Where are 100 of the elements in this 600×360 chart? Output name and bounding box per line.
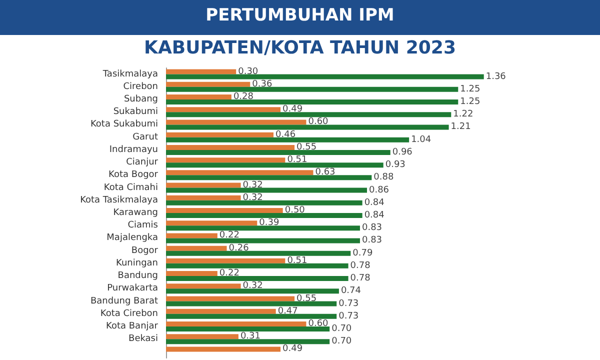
bar <box>166 182 241 188</box>
bar <box>166 326 330 332</box>
bar <box>166 208 283 213</box>
data-label: 0.86 <box>369 185 390 196</box>
bar <box>166 233 218 238</box>
y-tick-label: Purwakarta <box>107 284 158 294</box>
y-tick-label: Bandung <box>118 271 158 282</box>
data-label: 0.39 <box>259 218 280 228</box>
data-label: 1.25 <box>460 84 480 94</box>
bar <box>166 296 295 302</box>
data-label: 0.88 <box>374 172 394 183</box>
bar <box>166 334 238 340</box>
data-label: 0.93 <box>385 160 406 170</box>
y-tick-label: Kota Sukabumi <box>90 120 158 130</box>
bar <box>166 301 337 306</box>
y-tick-label: Subang <box>124 94 158 105</box>
data-label: 0.83 <box>362 223 382 234</box>
bar <box>166 107 281 112</box>
y-tick-label: Cirebon <box>123 82 158 92</box>
bar <box>166 94 232 100</box>
data-label: 0.28 <box>233 92 254 102</box>
data-label: 0.36 <box>252 79 272 90</box>
data-label: 0.73 <box>338 311 359 322</box>
data-label: 1.36 <box>486 72 506 82</box>
bar <box>166 195 241 200</box>
y-tick-label: Ciamis <box>128 220 158 231</box>
data-label: 0.47 <box>278 306 298 316</box>
bar <box>166 271 218 276</box>
bar <box>166 276 348 282</box>
data-label: 0.31 <box>240 332 260 342</box>
y-tick-label: Bekasi <box>128 334 158 344</box>
y-tick-label: Kota Tasikmalaya <box>80 195 158 206</box>
bar <box>166 170 314 176</box>
data-label: 0.74 <box>340 286 362 296</box>
bar <box>166 238 360 244</box>
y-tick-label: Kuningan <box>116 258 158 268</box>
bar <box>166 288 339 294</box>
bar <box>166 308 276 314</box>
bar <box>166 346 281 352</box>
bar <box>166 321 306 326</box>
data-label: 0.78 <box>350 260 371 271</box>
bar <box>166 175 372 180</box>
bar <box>166 124 449 130</box>
bar <box>166 284 241 289</box>
bar <box>166 112 452 118</box>
bar <box>166 137 410 142</box>
data-label: 1.25 <box>460 97 480 108</box>
data-label: 1.21 <box>450 122 471 132</box>
bar <box>166 258 286 264</box>
bar <box>166 100 458 105</box>
data-label: 0.22 <box>219 268 240 279</box>
data-label: 0.73 <box>338 298 359 309</box>
y-tick-label: Sukabumi <box>113 107 158 118</box>
y-tick-label: Kota Cirebon <box>100 308 158 319</box>
bar <box>166 263 348 268</box>
bar <box>166 250 351 256</box>
bar <box>166 150 390 155</box>
data-label: 0.32 <box>242 192 263 203</box>
data-label: 0.63 <box>315 168 336 178</box>
data-label: 0.50 <box>284 206 306 216</box>
data-label: 0.84 <box>364 210 385 220</box>
bar <box>166 132 274 138</box>
bar <box>166 200 362 206</box>
data-label: 0.51 <box>287 256 308 266</box>
data-label: 0.84 <box>364 198 385 208</box>
data-label: 1.04 <box>411 134 432 145</box>
bar <box>166 69 236 74</box>
data-label: 0.60 <box>308 117 329 128</box>
data-label: 0.51 <box>287 155 308 166</box>
y-tick-label: Indramayu <box>109 144 158 155</box>
data-label: 0.83 <box>362 236 382 246</box>
y-tick-label: Garut <box>132 132 158 142</box>
y-tick-label: Bandung Barat <box>90 296 158 306</box>
data-label: 0.49 <box>282 344 303 354</box>
bar <box>166 314 337 319</box>
bar <box>166 220 258 226</box>
data-label: 0.55 <box>296 142 317 152</box>
bar <box>166 86 458 92</box>
data-label: 0.96 <box>392 147 413 158</box>
bar <box>166 226 360 231</box>
chart-title: PERTUMBUHAN IPM <box>206 6 394 26</box>
y-tick-label: Tasikmalaya <box>102 69 158 80</box>
data-label: 0.70 <box>332 324 352 334</box>
bar <box>166 158 286 163</box>
data-label: 0.60 <box>308 318 329 329</box>
y-tick-label: Majalengka <box>106 233 158 244</box>
chart-subtitle: KABUPATEN/KOTA TAHUN 2023 <box>144 38 456 58</box>
y-tick-label: Kota Cimahi <box>104 182 158 193</box>
data-label: 0.22 <box>219 230 240 241</box>
bar <box>166 188 367 193</box>
bar <box>166 120 306 125</box>
data-label: 0.46 <box>276 130 296 140</box>
data-label: 0.79 <box>352 248 373 258</box>
bar <box>166 82 250 87</box>
data-label: 0.49 <box>282 104 303 115</box>
y-tick-label: Karawang <box>113 208 158 218</box>
data-label: 1.22 <box>453 110 474 120</box>
bar <box>166 213 362 218</box>
y-tick-label: Kota Bogor <box>108 170 158 180</box>
data-label: 0.70 <box>332 336 352 347</box>
